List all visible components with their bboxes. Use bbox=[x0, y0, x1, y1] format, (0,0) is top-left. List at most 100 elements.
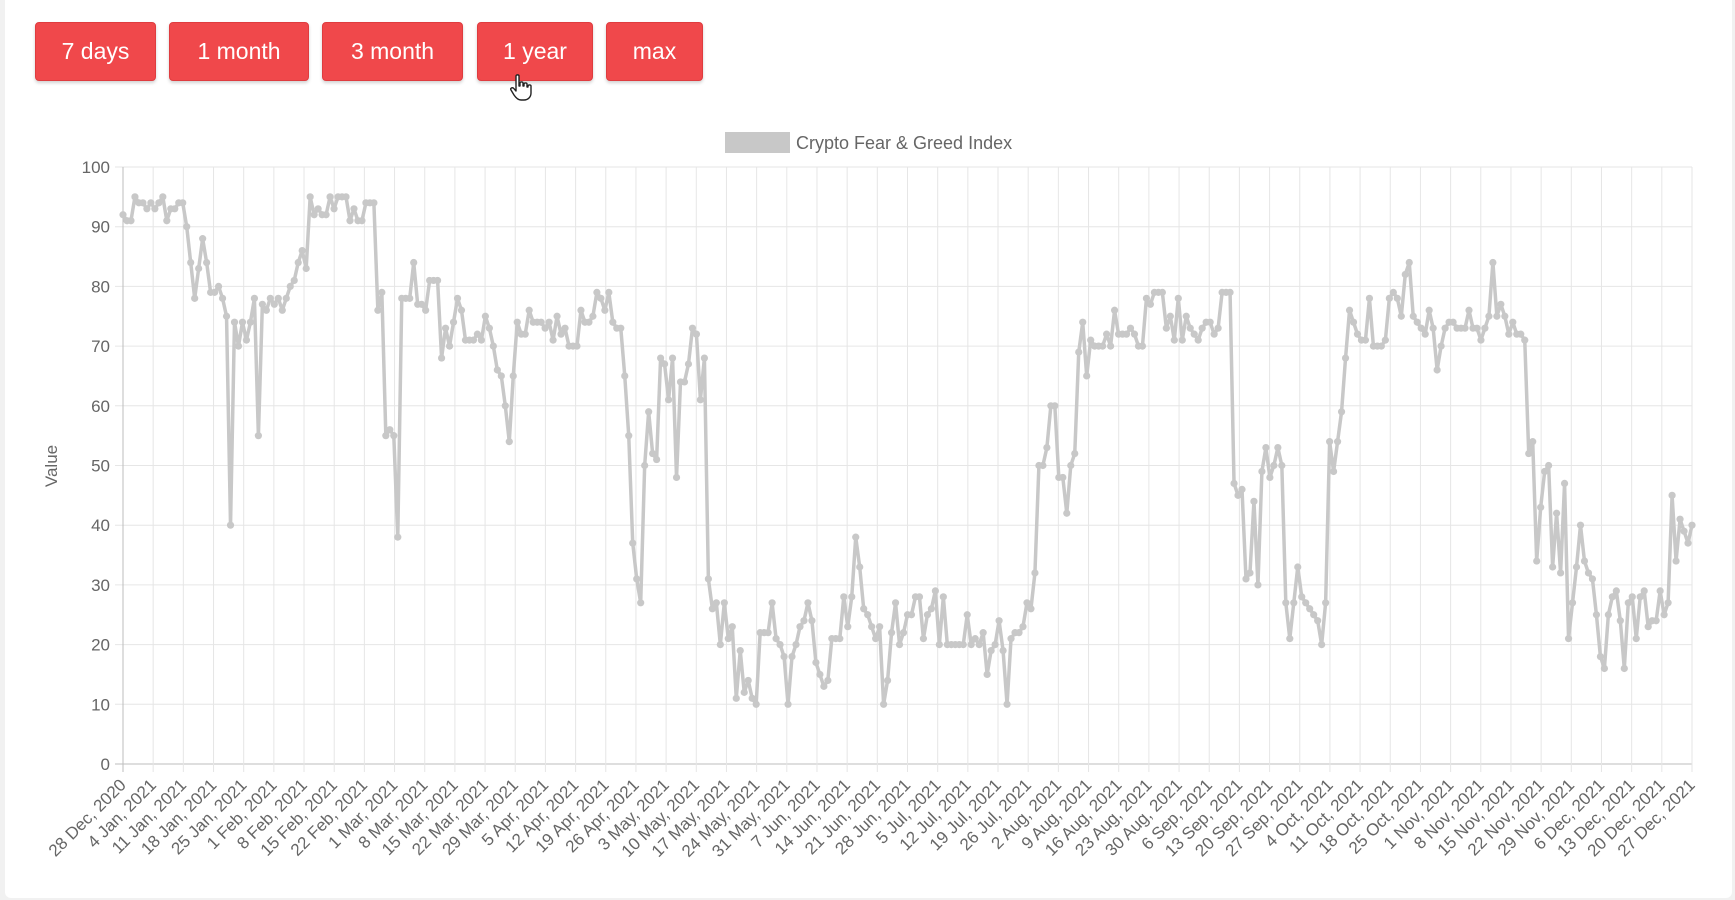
data-point bbox=[1126, 324, 1135, 332]
data-point bbox=[720, 599, 728, 607]
data-point bbox=[473, 330, 482, 338]
chart-legend[interactable]: Crypto Fear & Greed Index bbox=[725, 132, 1012, 153]
data-point bbox=[963, 611, 971, 619]
data-point bbox=[645, 408, 653, 416]
data-point bbox=[481, 312, 489, 320]
data-point bbox=[864, 611, 872, 619]
data-point bbox=[477, 336, 486, 344]
data-point bbox=[1549, 563, 1557, 571]
data-point bbox=[525, 306, 533, 314]
data-point bbox=[919, 635, 928, 643]
data-point bbox=[147, 199, 155, 207]
data-point bbox=[127, 217, 135, 225]
data-point bbox=[394, 533, 402, 541]
data-point bbox=[545, 318, 553, 326]
data-point bbox=[1015, 629, 1023, 637]
data-point bbox=[840, 593, 848, 601]
data-point bbox=[1174, 294, 1182, 302]
data-point bbox=[872, 635, 880, 643]
legend-swatch bbox=[725, 132, 790, 153]
data-point bbox=[1656, 587, 1664, 595]
data-point bbox=[792, 641, 800, 649]
data-point bbox=[1106, 342, 1115, 350]
data-point bbox=[1425, 306, 1433, 314]
data-point bbox=[680, 378, 689, 386]
data-point bbox=[1278, 461, 1286, 470]
data-point bbox=[653, 455, 661, 464]
data-point bbox=[1274, 443, 1282, 452]
data-point bbox=[1584, 569, 1593, 577]
data-point bbox=[1660, 611, 1668, 619]
data-point bbox=[987, 646, 995, 655]
range-max-button[interactable]: max bbox=[606, 22, 703, 81]
data-point bbox=[991, 641, 999, 649]
data-point bbox=[199, 235, 207, 243]
range-1-year-button[interactable]: 1 year bbox=[477, 22, 593, 81]
data-point bbox=[860, 605, 868, 613]
data-point bbox=[1437, 342, 1445, 350]
data-point bbox=[684, 360, 693, 368]
data-point bbox=[1545, 461, 1553, 470]
data-point bbox=[1314, 617, 1322, 625]
data-point bbox=[1341, 354, 1350, 362]
data-point bbox=[1326, 438, 1334, 446]
data-point bbox=[852, 533, 860, 541]
data-point bbox=[1580, 557, 1589, 565]
data-point bbox=[848, 593, 856, 601]
data-point bbox=[453, 294, 462, 302]
data-point bbox=[195, 264, 203, 273]
data-point bbox=[1624, 599, 1632, 607]
data-point bbox=[1110, 306, 1119, 314]
data-point bbox=[286, 282, 294, 290]
data-point bbox=[1290, 599, 1298, 607]
data-point bbox=[1612, 587, 1620, 595]
data-point bbox=[1461, 324, 1469, 332]
data-point bbox=[155, 199, 163, 207]
data-point bbox=[732, 694, 740, 702]
data-point bbox=[238, 318, 247, 326]
data-point bbox=[1031, 569, 1039, 577]
data-point bbox=[1361, 336, 1370, 344]
data-point bbox=[489, 342, 497, 350]
range-7-days-button[interactable]: 7 days bbox=[35, 22, 156, 81]
data-point bbox=[1652, 617, 1660, 625]
data-point bbox=[1214, 324, 1222, 332]
data-point bbox=[203, 258, 211, 267]
data-point bbox=[342, 193, 350, 201]
data-point bbox=[346, 217, 354, 225]
data-point bbox=[1676, 515, 1684, 523]
y-tick-label: 80 bbox=[91, 277, 110, 296]
data-point bbox=[700, 354, 709, 362]
data-point bbox=[983, 670, 991, 679]
data-point bbox=[800, 617, 808, 625]
data-point bbox=[1537, 503, 1545, 511]
data-point bbox=[605, 288, 613, 296]
data-point bbox=[672, 473, 681, 482]
data-point bbox=[171, 205, 179, 213]
data-point bbox=[350, 205, 358, 213]
data-point bbox=[764, 629, 772, 637]
data-point bbox=[501, 402, 509, 410]
range-1-month-button[interactable]: 1 month bbox=[169, 22, 309, 81]
data-point bbox=[891, 599, 900, 607]
data-point bbox=[1365, 294, 1374, 302]
data-point bbox=[1564, 635, 1573, 643]
data-point bbox=[1333, 438, 1342, 446]
data-point bbox=[1421, 330, 1429, 338]
data-point bbox=[1003, 700, 1011, 708]
data-point bbox=[868, 623, 876, 631]
data-point bbox=[1206, 318, 1214, 326]
data-point bbox=[1142, 294, 1151, 302]
data-point bbox=[979, 629, 987, 637]
data-point bbox=[573, 342, 581, 350]
data-point bbox=[1517, 330, 1525, 338]
data-point bbox=[294, 258, 302, 267]
data-point bbox=[1672, 557, 1680, 565]
chart-card bbox=[5, 0, 1732, 898]
data-point bbox=[1226, 288, 1234, 296]
data-point bbox=[509, 372, 517, 380]
data-point bbox=[609, 318, 617, 326]
range-3-month-button[interactable]: 3 month bbox=[322, 22, 463, 81]
data-point bbox=[1389, 288, 1397, 296]
y-tick-label: 100 bbox=[82, 158, 110, 177]
